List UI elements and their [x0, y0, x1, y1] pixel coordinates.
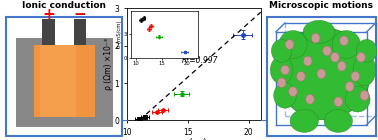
Polygon shape [74, 19, 86, 45]
Text: Microscopic motions: Microscopic motions [269, 1, 373, 10]
Circle shape [360, 91, 369, 100]
Circle shape [340, 36, 348, 46]
Text: +: + [42, 7, 55, 22]
Polygon shape [40, 45, 76, 117]
Polygon shape [42, 19, 54, 45]
Circle shape [357, 52, 365, 62]
Ellipse shape [303, 20, 335, 43]
Polygon shape [94, 45, 113, 127]
Circle shape [351, 72, 359, 81]
Text: −: − [74, 7, 86, 22]
Ellipse shape [356, 39, 377, 62]
Circle shape [334, 97, 342, 107]
Polygon shape [16, 117, 113, 127]
Polygon shape [76, 38, 113, 45]
Circle shape [304, 56, 312, 66]
Ellipse shape [277, 28, 370, 120]
Ellipse shape [332, 31, 360, 59]
Circle shape [317, 69, 325, 79]
Ellipse shape [274, 83, 296, 108]
Circle shape [338, 61, 346, 71]
Ellipse shape [324, 109, 353, 132]
Circle shape [323, 46, 331, 56]
Ellipse shape [353, 54, 376, 86]
Circle shape [285, 40, 294, 49]
Ellipse shape [345, 87, 370, 112]
Circle shape [345, 82, 354, 91]
Y-axis label: ρ (Ωm) ×10⁻³: ρ (Ωm) ×10⁻³ [104, 38, 113, 90]
Circle shape [306, 94, 314, 104]
Circle shape [277, 78, 286, 88]
Ellipse shape [270, 56, 293, 84]
Ellipse shape [271, 39, 292, 62]
Circle shape [281, 65, 289, 75]
Circle shape [297, 72, 305, 81]
Circle shape [289, 87, 297, 96]
Text: R²=0.997: R²=0.997 [181, 56, 218, 65]
Circle shape [311, 33, 320, 43]
Polygon shape [34, 45, 94, 117]
Text: Ionic conduction: Ionic conduction [22, 1, 106, 10]
X-axis label: τ (ps): τ (ps) [181, 138, 206, 140]
Ellipse shape [290, 109, 318, 132]
Polygon shape [16, 45, 34, 127]
Circle shape [331, 52, 339, 62]
Polygon shape [16, 38, 52, 45]
Ellipse shape [279, 31, 307, 59]
